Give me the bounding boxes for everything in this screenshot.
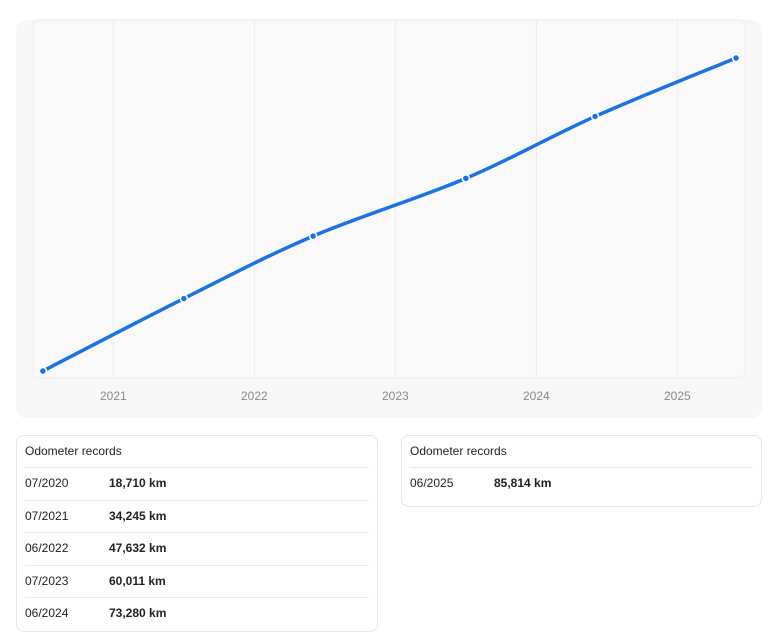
record-date: 06/2025: [410, 476, 454, 490]
record-row: 07/2021 34,245 km: [25, 501, 369, 533]
x-tick-label: 2024: [523, 389, 550, 403]
x-tick-label: 2022: [241, 389, 268, 403]
record-value: 60,011 km: [109, 573, 166, 588]
card-title: Odometer records: [25, 436, 369, 468]
record-date: 07/2020: [25, 476, 69, 490]
chart: 2021 2022 2023 2024 2025: [32, 19, 746, 404]
point: [38, 366, 48, 376]
record-value: 73,280 km: [109, 606, 167, 620]
record-row: 07/2020 18,710 km: [25, 468, 369, 501]
record-date: 07/2021: [25, 508, 69, 523]
record-date: 07/2023: [25, 573, 69, 588]
line: [41, 56, 738, 373]
x-tick-label: 2023: [382, 389, 409, 403]
card-title: Odometer records: [410, 436, 753, 468]
record-date: 06/2022: [25, 541, 69, 555]
plot-area: [32, 19, 746, 379]
x-tick-label: 2021: [100, 389, 127, 403]
point: [731, 53, 741, 63]
record-row: 06/2024 73,280 km: [25, 598, 369, 630]
record-row: 06/2025 85,814 km: [410, 468, 753, 500]
record-value: 47,632 km: [109, 541, 167, 555]
record-date: 06/2024: [25, 606, 69, 620]
x-tick-label: 2025: [664, 389, 691, 403]
point: [590, 112, 600, 121]
records-card: Odometer records 07/2020 18,710 km 07/2021 3…: [16, 435, 378, 632]
point: [179, 294, 189, 303]
record-value: 18,710 km: [109, 476, 167, 490]
record-row: 06/2022 47,632 km: [25, 533, 369, 566]
record-value: 85,814 km: [494, 476, 552, 490]
record-value: 34,245 km: [109, 508, 167, 523]
records-card: Odometer records 06/2025 85,814 km: [401, 435, 762, 507]
point: [461, 174, 471, 183]
record-row: 07/2023 60,011 km: [25, 566, 369, 598]
point: [308, 231, 318, 241]
